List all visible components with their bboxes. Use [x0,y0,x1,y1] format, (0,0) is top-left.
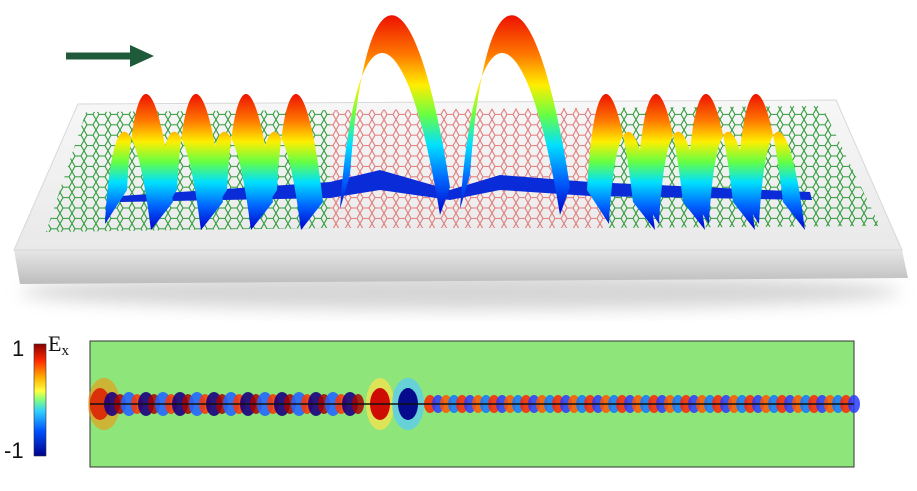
wave-crest [687,93,755,230]
wave-surface [105,15,812,230]
field-subscript: x [61,343,69,359]
wave-crest [637,93,705,230]
colorbar-title: Ex [48,333,69,359]
field-map [88,340,860,468]
wave-crest [155,93,223,230]
wave-crest [205,93,273,230]
wave-crest [340,15,450,215]
wave-crest [460,15,570,215]
wave-crest [737,93,805,230]
colorbar [33,343,47,457]
colorbar-min-label: -1 [4,438,24,463]
substrate-shadow [20,274,900,310]
wave-crest [587,93,655,230]
propagation-arrow-icon [66,45,154,67]
field-symbol: E [48,331,62,356]
wave-crest [255,93,323,230]
colorbar-max-label: 1 [12,336,25,361]
wave-crest [105,93,173,230]
